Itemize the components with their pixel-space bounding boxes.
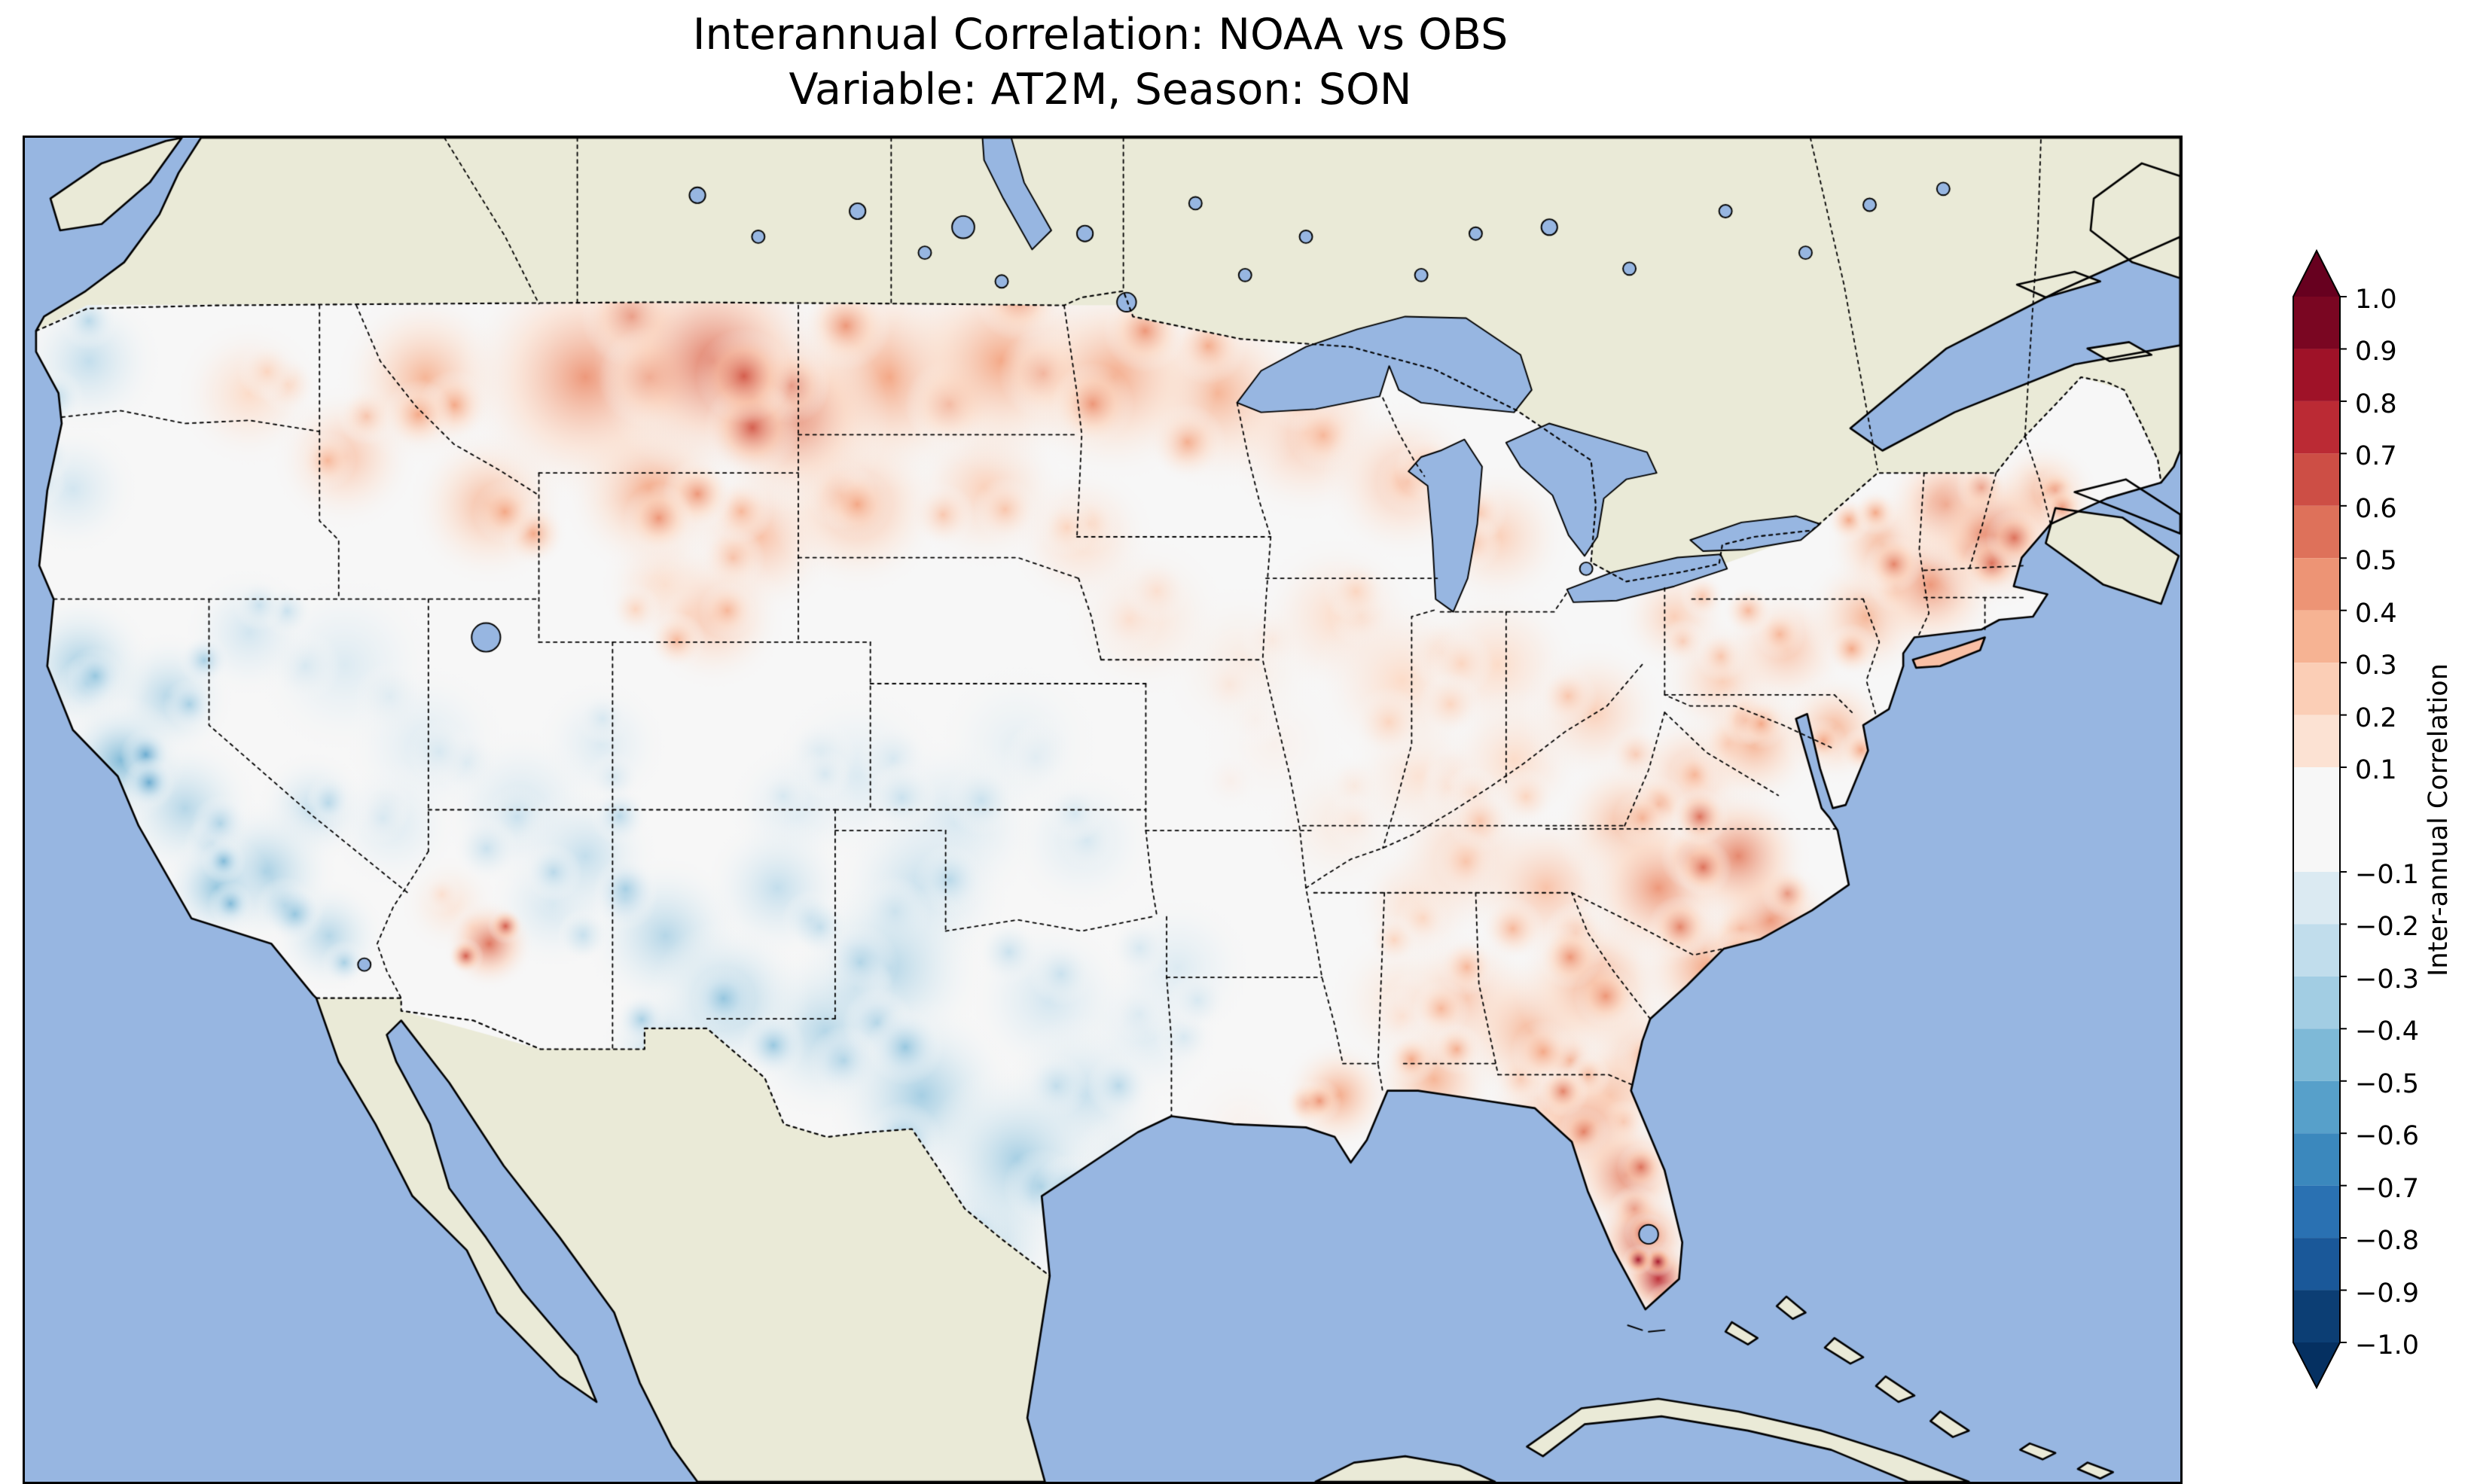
colorbar-band bbox=[2293, 1133, 2340, 1186]
colorbar-band bbox=[2293, 505, 2340, 559]
colorbar-tick-label: 0.9 bbox=[2355, 337, 2397, 367]
colorbar-tick-label: −0.8 bbox=[2355, 1226, 2419, 1257]
colorbar-extend-triangle-top bbox=[2293, 251, 2340, 297]
colorbar-axis-label: Inter-annual Correlation bbox=[2424, 663, 2454, 977]
map-frame bbox=[23, 136, 2183, 1484]
figure-title: Interannual Correlation: NOAA vs OBS Var… bbox=[23, 8, 2178, 117]
figure-title-line1: Interannual Correlation: NOAA vs OBS bbox=[692, 10, 1508, 59]
colorbar-band bbox=[2293, 1185, 2340, 1239]
colorbar-tick-label: −0.3 bbox=[2355, 964, 2419, 995]
colorbar-band bbox=[2293, 715, 2340, 768]
colorbar-band bbox=[2293, 297, 2340, 349]
colorbar-band bbox=[2293, 976, 2340, 1029]
colorbar-tick-label: 0.6 bbox=[2355, 493, 2397, 524]
colorbar-band bbox=[2293, 401, 2340, 454]
us-correlation-map-canvas bbox=[25, 138, 2180, 1482]
colorbar-tick-label: −0.5 bbox=[2355, 1068, 2419, 1099]
colorbar-tick-label: −0.6 bbox=[2355, 1121, 2419, 1152]
figure-title-line2: Variable: AT2M, Season: SON bbox=[789, 64, 1412, 114]
colorbar-band bbox=[2293, 1290, 2340, 1342]
colorbar-extend-triangle-bottom bbox=[2293, 1342, 2340, 1388]
colorbar-tick-label: −0.4 bbox=[2355, 1016, 2419, 1047]
colorbar-tick-label: 0.3 bbox=[2355, 651, 2397, 681]
colorbar-band bbox=[2293, 1238, 2340, 1291]
colorbar-tick-label: 0.8 bbox=[2355, 389, 2397, 419]
colorbar-band bbox=[2293, 453, 2340, 506]
colorbar-band bbox=[2293, 1028, 2340, 1081]
colorbar-band bbox=[2293, 1080, 2340, 1134]
colorbar-svg bbox=[2292, 248, 2347, 1390]
colorbar-tick-label: 0.2 bbox=[2355, 702, 2397, 733]
colorbar-tick-label: 1.0 bbox=[2355, 285, 2397, 315]
colorbar-tick-label: 0.1 bbox=[2355, 755, 2397, 786]
colorbar-band bbox=[2293, 610, 2340, 663]
colorbar-band bbox=[2293, 767, 2340, 872]
colorbar-tick-label: −0.9 bbox=[2355, 1278, 2419, 1309]
colorbar-tick-label: 0.4 bbox=[2355, 598, 2397, 629]
colorbar-tick-label: 0.7 bbox=[2355, 441, 2397, 472]
colorbar-band bbox=[2293, 558, 2340, 611]
colorbar: 1.0 0.9 0.8 0.7 0.6 0.5 0.4 0.3 0.2 0.1 −0.1 −0.2 −0… bbox=[2292, 248, 2474, 1390]
colorbar-band bbox=[2293, 663, 2340, 715]
colorbar-band bbox=[2293, 924, 2340, 977]
colorbar-tick-label: −1.0 bbox=[2355, 1330, 2419, 1361]
colorbar-tick-label: −0.7 bbox=[2355, 1173, 2419, 1204]
colorbar-tick-label: −0.2 bbox=[2355, 912, 2419, 943]
colorbar-tick-label: 0.5 bbox=[2355, 546, 2397, 577]
colorbar-band bbox=[2293, 871, 2340, 925]
colorbar-tick-label: −0.1 bbox=[2355, 859, 2419, 890]
colorbar-band bbox=[2293, 349, 2340, 401]
